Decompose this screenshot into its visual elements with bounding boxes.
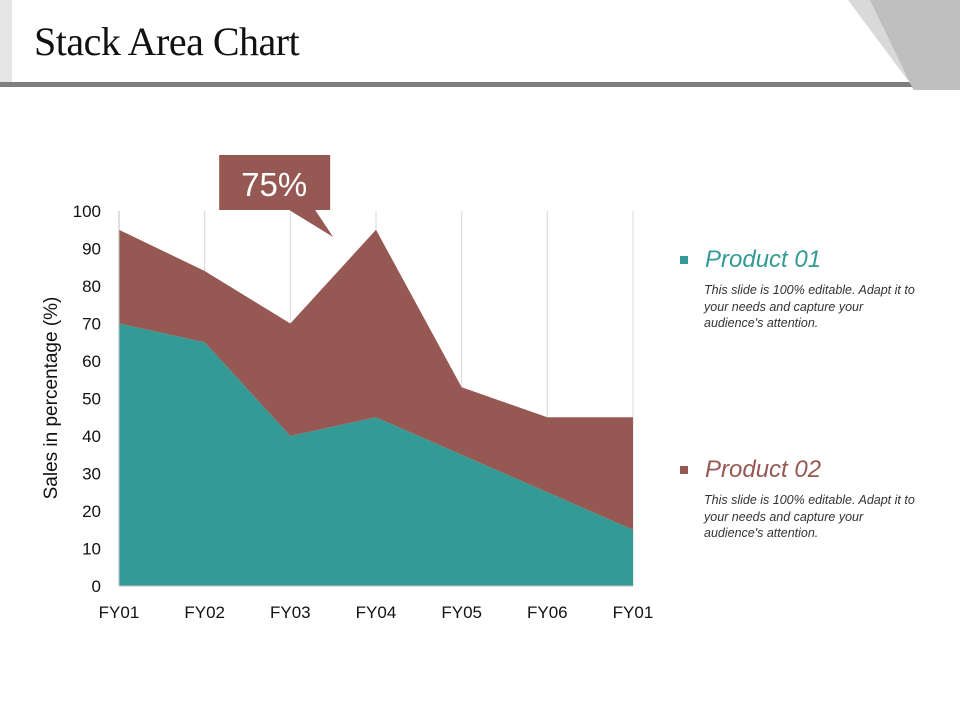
y-tick-30: 30 <box>82 465 101 484</box>
area-series-1 <box>119 323 633 586</box>
chart-axes <box>118 211 633 587</box>
chart-areas <box>119 229 633 586</box>
y-tick-90: 90 <box>82 240 101 259</box>
x-tick-7: FY01 <box>613 603 654 622</box>
y-tick-50: 50 <box>82 390 101 409</box>
y-tick-100: 100 <box>73 202 101 221</box>
x-tick-labels: FY01 FY02 FY03 FY04 FY05 FY06 FY01 <box>99 603 654 622</box>
legend-product-02: Product 02 This slide is 100% editable. … <box>680 456 930 542</box>
x-tick-2: FY02 <box>184 603 225 622</box>
header-bar <box>0 0 960 90</box>
legend-name-product-02: Product 02 <box>705 456 822 483</box>
x-tick-3: FY03 <box>270 603 311 622</box>
y-tick-10: 10 <box>82 540 101 559</box>
legend-description-product-01: This slide is 100% editable. Adapt it to… <box>704 283 915 330</box>
y-tick-60: 60 <box>82 352 101 371</box>
y-axis-label: Sales in percentage (%) <box>41 297 62 500</box>
y-tick-80: 80 <box>82 277 101 296</box>
legend-product-01: Product 01 This slide is 100% editable. … <box>680 246 930 332</box>
callout-box <box>219 155 334 237</box>
corner-accent <box>866 0 960 90</box>
x-tick-4: FY04 <box>356 603 397 622</box>
x-tick-6: FY06 <box>527 603 568 622</box>
x-tick-5: FY05 <box>441 603 482 622</box>
legend-marker-product-01 <box>680 256 688 264</box>
y-tick-40: 40 <box>82 427 101 446</box>
legend-marker-product-02 <box>680 466 688 474</box>
callout-75: 75% <box>219 155 334 237</box>
title-panel-left-accent <box>0 0 12 82</box>
x-tick-1: FY01 <box>99 603 140 622</box>
legend-description-product-02: This slide is 100% editable. Adapt it to… <box>704 493 915 540</box>
callout-label: 75% <box>241 166 307 203</box>
y-tick-20: 20 <box>82 502 101 521</box>
y-tick-labels: 0 10 20 30 40 50 60 70 80 90 100 <box>73 202 101 596</box>
y-tick-70: 70 <box>82 315 101 334</box>
legend-name-product-01: Product 01 <box>705 246 822 273</box>
slide-title: Stack Area Chart <box>34 19 300 64</box>
area-series-2 <box>119 229 633 530</box>
y-tick-0: 0 <box>92 577 101 596</box>
title-underline <box>0 82 960 87</box>
